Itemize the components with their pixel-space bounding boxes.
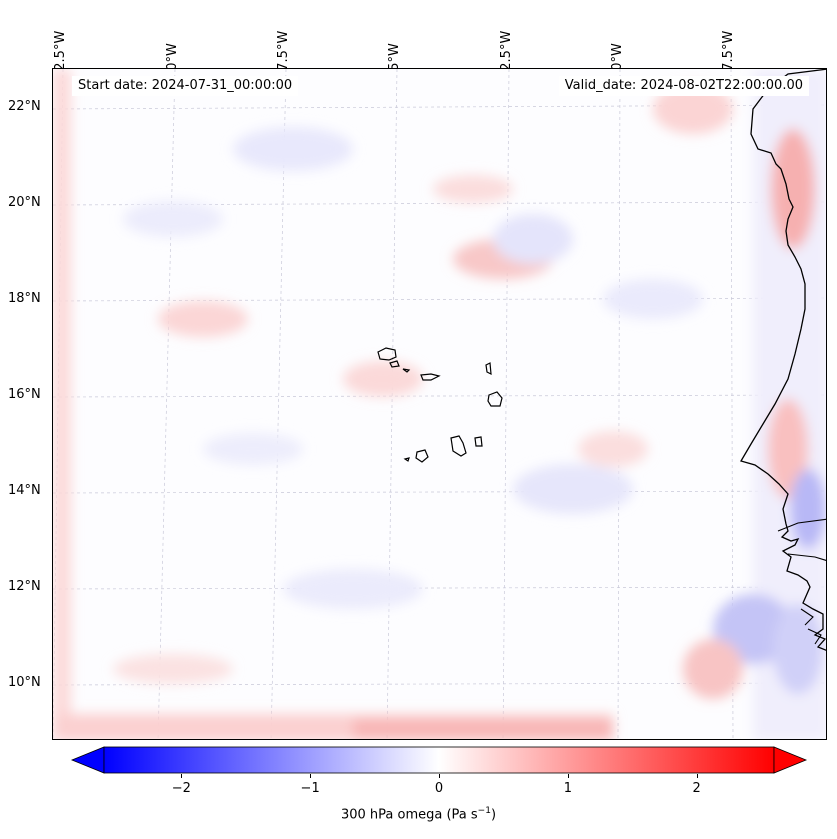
valid-date-label: Valid_date: 2024-08-02T22:00:00.00 [558, 76, 809, 96]
colorbar-tick-label: 0 [434, 781, 444, 796]
colorbar-tick-label: 1 [563, 781, 572, 796]
colorbar-tick-label: −1 [300, 781, 320, 796]
colorbar-gradient [103, 746, 775, 774]
colorbar-title: 300 hPa omega (Pa s−1) [340, 806, 497, 823]
colorbar-tick-mark [439, 774, 440, 778]
coast-detail [777, 518, 826, 645]
latitude-label: 18°N [8, 291, 41, 306]
latitude-label: 22°N [8, 99, 41, 114]
colorbar-tick-mark [696, 774, 698, 778]
colorbar-tick-mark [310, 774, 312, 778]
latitude-label: 14°N [8, 483, 41, 498]
colorbar-low-extend [70, 746, 105, 774]
colorbar-tick-label: 2 [692, 781, 701, 796]
omega-field-map [53, 69, 826, 739]
colorbar-tick-mark [567, 774, 569, 778]
start-date-label: Start date: 2024-07-31_00:00:00 [72, 76, 299, 96]
latitude-label: 16°N [8, 387, 41, 402]
colorbar-high-extend [773, 746, 808, 774]
latitude-label: 20°N [8, 195, 41, 210]
colorbar [70, 746, 808, 774]
latitude-label: 12°N [8, 579, 41, 594]
cabo-verde-islands [377, 347, 503, 463]
african-coastline [740, 69, 826, 651]
omega-blobs [53, 69, 826, 739]
colorbar-tick-mark [181, 774, 183, 778]
colorbar-tick-label: −2 [171, 781, 191, 796]
latitude-label: 10°N [8, 675, 41, 690]
map-panel[interactable] [52, 68, 827, 740]
